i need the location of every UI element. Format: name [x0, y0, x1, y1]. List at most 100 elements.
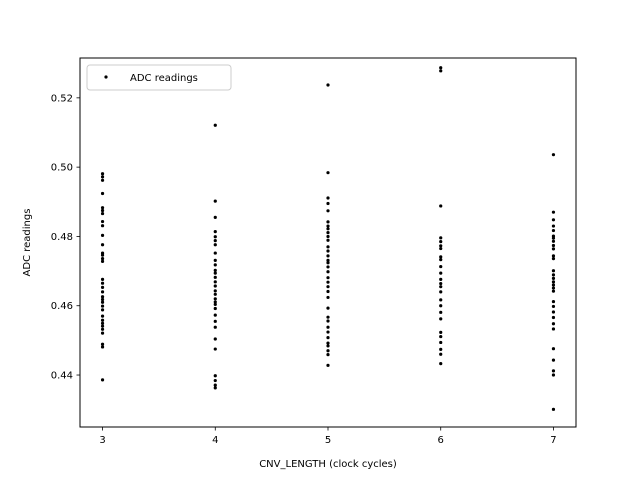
data-point	[439, 334, 443, 339]
data-points	[100, 66, 556, 411]
data-point	[100, 172, 105, 176]
data-point	[213, 302, 217, 306]
data-point	[551, 153, 556, 157]
y-tick-label: 0.52	[51, 93, 73, 104]
data-point	[551, 280, 556, 284]
data-point	[100, 308, 105, 312]
legend-box	[86, 64, 232, 91]
data-point	[439, 281, 443, 286]
data-point	[100, 191, 105, 196]
data-point	[326, 245, 330, 249]
data-point	[326, 224, 330, 228]
data-point	[326, 319, 330, 323]
data-point	[551, 299, 556, 304]
data-point	[439, 271, 443, 275]
data-point	[100, 327, 105, 331]
data-point	[439, 290, 443, 294]
data-point	[326, 249, 330, 253]
data-point	[551, 228, 556, 233]
data-point	[326, 261, 330, 265]
data-point	[100, 178, 105, 182]
data-point	[100, 345, 105, 349]
y-tick-label: 0.44	[51, 371, 73, 382]
legend-label: ADC readings	[130, 73, 198, 84]
data-point	[213, 292, 217, 296]
data-point	[439, 264, 443, 269]
data-point	[326, 270, 330, 274]
data-point	[551, 369, 556, 373]
data-point	[551, 304, 556, 309]
data-point	[326, 231, 330, 235]
data-point	[326, 227, 330, 231]
data-point	[100, 314, 105, 318]
plot-area	[80, 58, 576, 427]
data-point	[439, 361, 443, 366]
data-point	[326, 83, 330, 87]
data-point	[326, 220, 330, 224]
data-point	[326, 238, 330, 242]
data-point	[551, 283, 556, 287]
data-point	[551, 254, 556, 258]
y-tick-label: 0.48	[51, 232, 73, 243]
data-point	[551, 289, 556, 293]
data-point	[326, 306, 330, 310]
data-point	[326, 295, 330, 300]
data-point	[213, 123, 217, 127]
legend-marker	[104, 75, 108, 79]
data-point	[551, 210, 556, 214]
y-tick-label: 0.50	[51, 163, 73, 174]
data-point	[439, 244, 443, 248]
data-point	[213, 280, 217, 284]
data-point	[213, 263, 217, 267]
data-point	[326, 285, 330, 289]
data-point	[100, 297, 105, 302]
data-point	[326, 276, 330, 280]
data-point	[100, 378, 105, 382]
data-point	[439, 352, 443, 356]
data-point	[100, 219, 105, 224]
data-point	[439, 246, 443, 251]
data-point	[439, 240, 443, 244]
data-point	[326, 352, 330, 357]
data-point	[326, 196, 330, 200]
x-tick-label: 3	[99, 435, 105, 446]
data-point	[100, 281, 105, 285]
data-point	[100, 295, 105, 299]
data-point	[100, 290, 105, 294]
data-point	[551, 322, 556, 326]
x-tick-label: 4	[212, 435, 218, 446]
data-point	[100, 285, 105, 289]
data-point	[439, 330, 443, 335]
x-axis-label: CNV_LENGTH (clock cycles)	[259, 459, 397, 470]
data-point	[100, 208, 105, 213]
data-point	[439, 285, 443, 289]
data-point	[213, 238, 217, 243]
data-point	[100, 243, 105, 247]
data-point	[100, 331, 105, 335]
data-point	[551, 310, 556, 314]
data-point	[439, 66, 443, 70]
data-point	[100, 224, 105, 228]
y-axis-label: ADC readings	[22, 209, 33, 277]
data-point	[213, 337, 217, 341]
data-point	[439, 69, 443, 73]
data-point	[326, 341, 330, 345]
x-tick-label: 6	[438, 435, 444, 446]
y-axis-ticks: 0.44 0.46 0.48 0.50 0.52	[51, 93, 80, 382]
data-point	[551, 286, 556, 290]
data-point	[213, 319, 217, 323]
data-point	[326, 209, 330, 213]
y-tick-label: 0.46	[51, 301, 73, 312]
data-point	[213, 268, 217, 272]
data-point	[326, 280, 330, 284]
data-point	[326, 330, 330, 334]
data-point	[551, 315, 556, 320]
data-point	[326, 336, 330, 340]
data-point	[100, 324, 105, 328]
data-point	[326, 363, 330, 367]
data-point	[551, 224, 556, 228]
data-point	[439, 347, 443, 351]
data-point	[551, 276, 556, 280]
data-point	[439, 277, 443, 281]
data-point	[100, 304, 105, 308]
